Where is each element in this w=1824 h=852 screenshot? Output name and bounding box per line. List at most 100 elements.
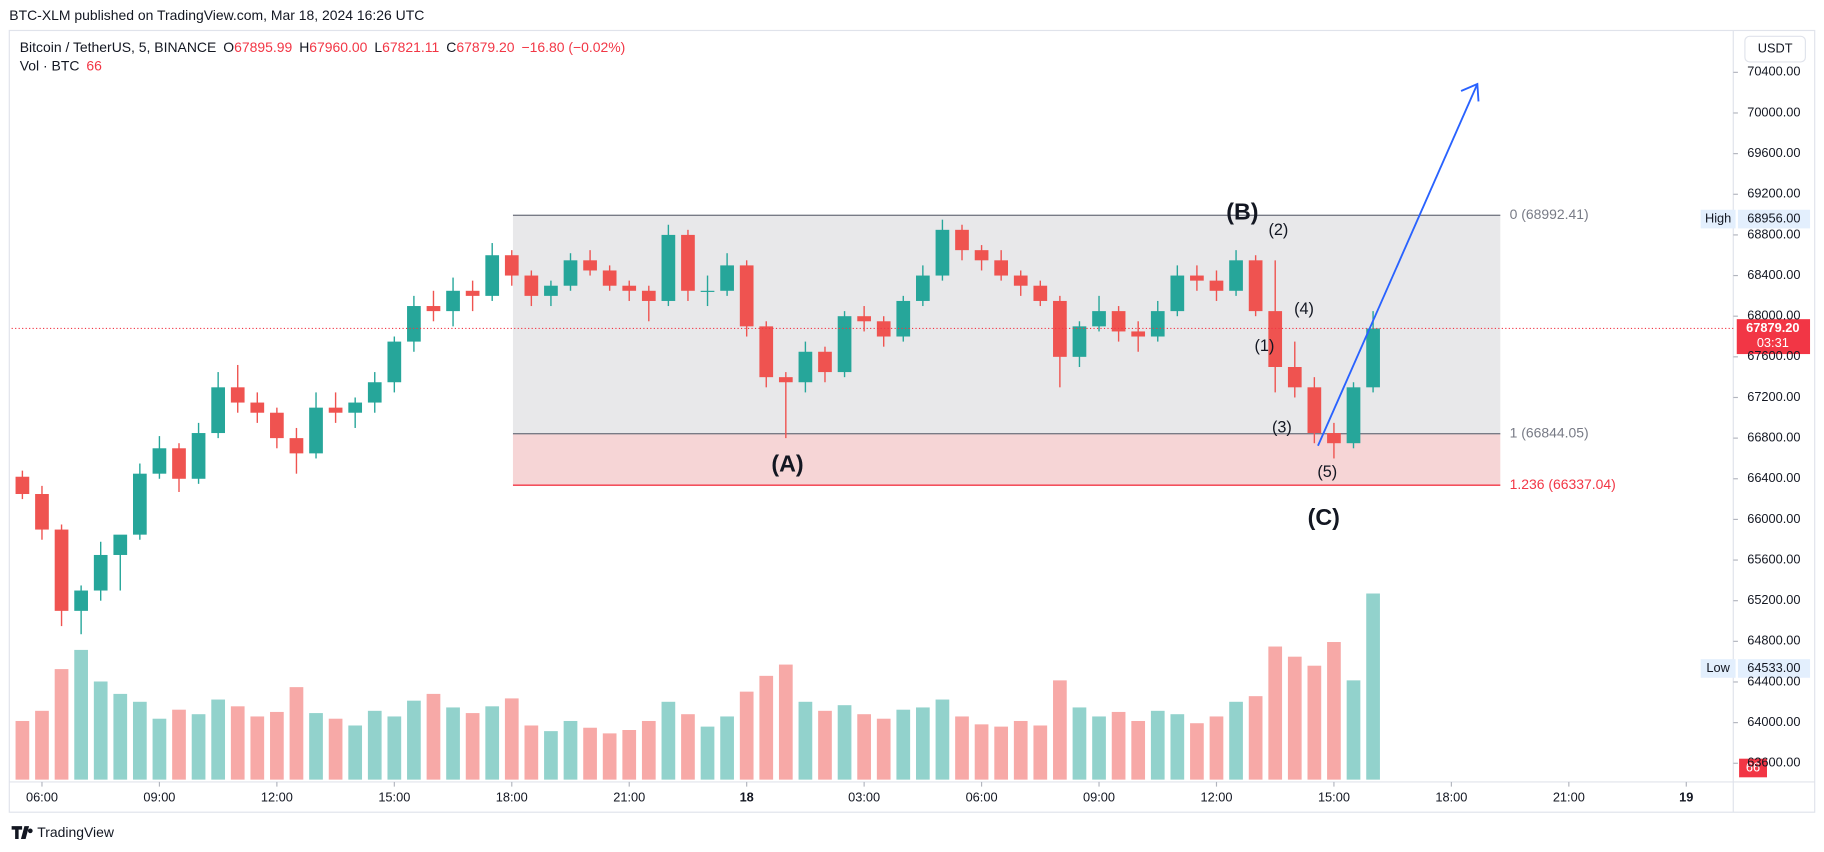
wave-label: (C) — [1308, 504, 1340, 530]
candle-body — [407, 306, 421, 342]
y-tick-label: 67200.00 — [1747, 389, 1800, 404]
x-tick-label: 03:00 — [848, 790, 880, 805]
volume-bar — [367, 710, 382, 780]
ohlc-key: C — [446, 39, 456, 55]
candle-body — [309, 407, 323, 454]
volume-bar — [1111, 711, 1126, 780]
y-tick-label: 68400.00 — [1747, 267, 1800, 282]
x-tick-label: 21:00 — [1553, 790, 1585, 805]
x-tick-label: 12:00 — [1200, 790, 1232, 805]
volume-bar — [348, 725, 363, 780]
candle-body — [798, 351, 813, 383]
candle-body — [955, 229, 969, 251]
candle-body — [1307, 387, 1322, 434]
volume-bar — [93, 681, 108, 780]
volume-bar — [113, 693, 128, 780]
volume-bar — [583, 727, 597, 780]
volume-bar — [818, 710, 832, 780]
symbol: Bitcoin / TetherUS, 5, BINANCE — [20, 39, 217, 55]
x-tick-label: 12:00 — [261, 790, 293, 805]
wave-label: (5) — [1317, 463, 1337, 481]
fib-group: 0 (68992.41) 1 (66844.05) 1.236 (66337.04) — [512, 206, 1616, 492]
volume-bar — [739, 691, 754, 780]
candle-body — [700, 290, 715, 292]
ohlc-change: −16.80 (−0.02%) — [521, 39, 625, 55]
candle-body — [524, 275, 539, 296]
wave-label: (1) — [1255, 337, 1275, 355]
x-tick-label: 18 — [740, 790, 754, 805]
volume-bar — [504, 698, 519, 780]
x-tick-label: 15:00 — [1318, 790, 1350, 805]
candle-body — [1190, 275, 1204, 281]
ohlc-value: 67879.20 — [456, 39, 514, 55]
candle-body — [387, 341, 402, 383]
candle-body — [74, 590, 88, 611]
candle-body — [681, 234, 695, 291]
candle-body — [1248, 260, 1263, 312]
volume-badge — [1739, 758, 1767, 778]
ohlc-value: 67895.99 — [234, 39, 292, 55]
candle-body — [485, 255, 500, 296]
x-tick-label: 15:00 — [378, 790, 410, 805]
candle-body — [54, 529, 69, 611]
y-tick-label: 70000.00 — [1747, 104, 1800, 119]
candle-body — [172, 448, 186, 479]
volume-bar — [974, 724, 989, 780]
y-tick-label: 66000.00 — [1747, 511, 1800, 526]
volume-bar — [681, 714, 695, 780]
high-value-box — [1737, 209, 1811, 229]
y-tick-label: 68800.00 — [1747, 226, 1800, 241]
candle-body — [661, 234, 676, 301]
volume-bar — [1268, 646, 1283, 780]
y-tick-label: 65600.00 — [1747, 551, 1800, 566]
volume-bar — [778, 664, 793, 780]
candle-body — [1053, 300, 1067, 357]
low-value-box — [1737, 659, 1811, 678]
candle-body — [1150, 311, 1165, 337]
brand-logo — [11, 826, 33, 839]
ohlc-value: 67821.11 — [382, 39, 439, 55]
currency-button[interactable] — [1744, 35, 1806, 63]
volume-bar — [1209, 716, 1224, 780]
candle-body — [1327, 433, 1341, 444]
x-tick-label: 19 — [1679, 790, 1693, 805]
candle-body — [1268, 311, 1283, 367]
candle-body — [250, 402, 265, 413]
candle-body — [1366, 328, 1380, 388]
wave-label: (B) — [1226, 198, 1258, 224]
candle-body — [289, 438, 304, 454]
candle-body — [544, 285, 558, 296]
candle-body — [778, 377, 793, 383]
ohlc-value: 67960.00 — [309, 39, 367, 55]
volume-bar — [485, 706, 500, 780]
y-tick-label: 64400.00 — [1747, 673, 1800, 688]
volume-bar — [191, 714, 206, 780]
volume-bar — [1366, 593, 1380, 780]
candle-body — [93, 554, 108, 591]
volume-bar — [1346, 680, 1361, 780]
candle-body — [446, 290, 460, 312]
candle-body — [465, 290, 480, 296]
volume-bar — [994, 726, 1009, 780]
current-price-badge — [1736, 319, 1811, 355]
volume-bar — [1287, 656, 1302, 780]
candle-body — [152, 448, 167, 474]
volume-bar — [74, 649, 88, 780]
volume-bar — [250, 716, 265, 780]
volume-bar — [602, 733, 617, 780]
y-tick-label: 66400.00 — [1747, 470, 1800, 485]
candle-body — [211, 387, 226, 434]
volume-bar — [857, 714, 871, 780]
high-value-label: 68956.00 — [1747, 210, 1800, 225]
candle-body — [935, 229, 950, 276]
candle-body — [1131, 331, 1146, 337]
candle-body — [857, 316, 871, 322]
brand-name: TradingView — [37, 824, 115, 840]
currency-label: USDT — [1758, 40, 1793, 55]
candle-body — [132, 473, 147, 535]
volume-bar — [720, 716, 734, 780]
y-tick-label: 64800.00 — [1747, 633, 1800, 648]
volume-bar — [446, 707, 460, 780]
